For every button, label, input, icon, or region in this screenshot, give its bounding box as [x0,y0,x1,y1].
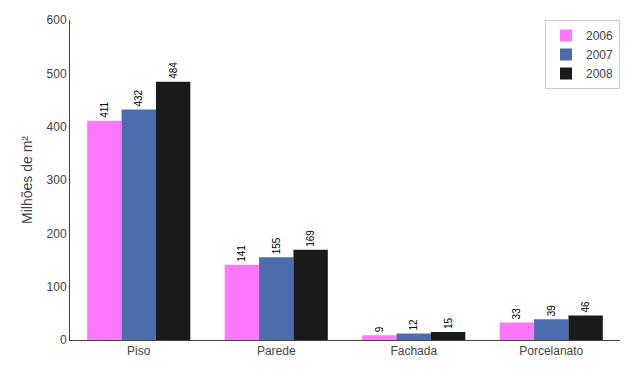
svg-text:39: 39 [546,305,557,317]
svg-text:432: 432 [133,89,144,106]
svg-text:169: 169 [305,230,316,247]
svg-text:46: 46 [580,301,591,313]
svg-text:411: 411 [99,101,110,117]
svg-text:12: 12 [408,319,419,331]
svg-text:400: 400 [47,120,67,134]
svg-text:Piso: Piso [127,344,151,358]
svg-text:155: 155 [271,237,282,254]
svg-text:2006: 2006 [586,29,613,43]
svg-text:Parede: Parede [257,344,296,358]
svg-text:Milhões de m²: Milhões de m² [19,136,35,224]
svg-text:100: 100 [47,280,67,294]
svg-text:Porcelanato: Porcelanato [519,344,583,358]
svg-text:0: 0 [60,333,67,347]
svg-text:2007: 2007 [586,48,613,62]
svg-text:200: 200 [47,227,67,241]
svg-text:484: 484 [168,62,179,79]
svg-text:600: 600 [47,13,67,27]
svg-text:2008: 2008 [586,67,613,81]
svg-text:9: 9 [374,326,385,332]
svg-text:15: 15 [443,317,454,329]
svg-text:141: 141 [236,245,247,262]
svg-text:500: 500 [47,67,67,81]
svg-text:300: 300 [47,173,67,187]
svg-text:Fachada: Fachada [390,344,437,358]
svg-text:33: 33 [511,308,522,320]
